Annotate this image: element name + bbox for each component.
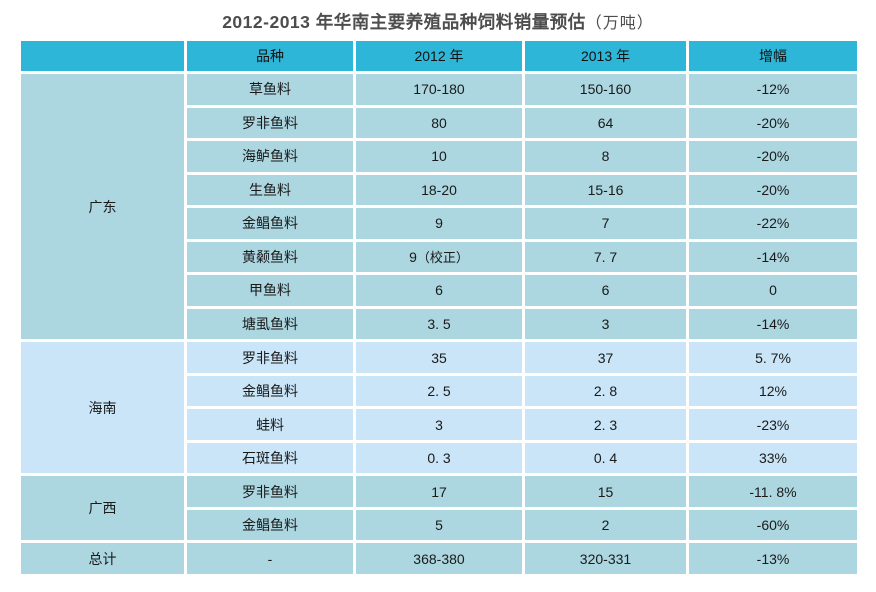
species-cell: 海鲈鱼料: [184, 138, 356, 175]
value-2012-cell: 6: [353, 272, 525, 309]
change-cell: -20%: [686, 138, 860, 175]
table-row: 金鲳鱼料 2. 5 2. 8 12%: [20, 372, 860, 410]
table-title-text: 2012-2013 年华南主要养殖品种饲料销量预估（万吨）: [222, 0, 654, 34]
change-cell: -22%: [686, 205, 860, 242]
table-header: 品种 2012 年 2013 年 增幅: [18, 38, 860, 74]
value-2012-cell: 17: [353, 473, 525, 510]
region-cell: 广东: [18, 70, 187, 343]
species-cell: 蛙料: [184, 406, 356, 443]
change-cell: -14%: [686, 305, 860, 343]
table-row: 罗非鱼料 80 64 -20%: [20, 104, 860, 142]
value-2013-cell: 320-331: [522, 540, 689, 577]
change-cell: -14%: [686, 238, 860, 276]
value-2013-cell: 2. 3: [522, 406, 689, 443]
header-species: 品种: [184, 38, 356, 74]
header-region: [18, 38, 187, 74]
change-cell: 0: [686, 272, 860, 309]
value-2012-cell: 35: [353, 339, 525, 376]
value-2012-cell: 3. 5: [353, 305, 525, 343]
table-row: 广东 草鱼料 170-180 150-160 -12%: [18, 70, 860, 343]
value-2012-cell: 9: [353, 205, 525, 242]
species-cell: 金鲳鱼料: [184, 205, 356, 242]
table-row: 生鱼料 18-20 15-16 -20%: [20, 171, 860, 209]
value-2012-cell: 9（校正）: [353, 238, 525, 276]
value-2013-cell: 15: [522, 473, 689, 510]
table-row: 塘虱鱼料 3. 5 3 -14%: [20, 305, 860, 343]
region-cell: 海南: [18, 339, 187, 477]
species-cell: 罗非鱼料: [184, 339, 356, 376]
title-main-text: 2012-2013 年华南主要养殖品种饲料销量预估: [222, 12, 586, 32]
table-row: 金鲳鱼料 9 7 -22%: [20, 205, 860, 242]
value-2013-cell: 15-16: [522, 171, 689, 209]
species-cell: 甲鱼料: [184, 272, 356, 309]
header-2013: 2013 年: [522, 38, 689, 74]
change-cell: -20%: [686, 104, 860, 142]
region-cell: 广西: [18, 473, 187, 544]
species-cell: 草鱼料: [184, 71, 356, 108]
species-cell: 罗非鱼料: [184, 473, 356, 510]
change-cell: -60%: [686, 506, 860, 544]
species-cell: 黄颡鱼料: [184, 238, 356, 276]
change-cell: -20%: [686, 171, 860, 209]
table-row: 海鲈鱼料 10 8 -20%: [20, 138, 860, 175]
title-unit-text: （万吨）: [585, 13, 654, 32]
value-2012-cell: 10: [353, 138, 525, 175]
value-2013-cell: 6: [522, 272, 689, 309]
table-row: 广西 罗非鱼料 17 15 -11. 8%: [18, 473, 860, 544]
table-row: 蛙料 3 2. 3 -23%: [20, 406, 860, 443]
change-cell: 12%: [686, 372, 860, 410]
value-2012-cell: 0. 3: [353, 439, 525, 477]
header-row: 品种 2012 年 2013 年 增幅: [18, 38, 860, 74]
value-2013-cell: 7. 7: [522, 238, 689, 276]
species-cell: 罗非鱼料: [184, 104, 356, 142]
table-row: 黄颡鱼料 9（校正） 7. 7 -14%: [20, 238, 860, 276]
table-row: 总计 -368-380 320-331 -13%: [18, 540, 860, 577]
value-2013-cell: 0. 4: [522, 439, 689, 477]
value-2013-cell: 2: [522, 506, 689, 544]
species-cell: 石斑鱼料: [184, 439, 356, 477]
value-2012-cell: 3: [353, 406, 525, 443]
value-2012-cell: 170-180: [353, 71, 525, 108]
table-body: 广东 草鱼料 170-180 150-160 -12% 罗非鱼料 80 64 -20% 海鲈鱼料 1…: [18, 70, 860, 577]
change-cell: -13%: [686, 540, 860, 577]
species-cell: 生鱼料: [184, 171, 356, 209]
table-row: 金鲳鱼料 5 2 -60%: [20, 506, 860, 544]
header-change: 增幅: [686, 38, 860, 74]
value-2013-cell: 3: [522, 305, 689, 343]
correction-note: （校正）: [416, 251, 469, 267]
change-cell: -11. 8%: [686, 473, 860, 510]
feed-sales-table: 品种 2012 年 2013 年 增幅 广东 草鱼料 170-180 150-160-…: [18, 38, 860, 577]
value-2012-cell: 2. 5: [353, 372, 525, 410]
change-cell: 5. 7%: [686, 339, 860, 376]
table-title: 2012-2013 年华南主要养殖品种饲料销量预估（万吨）: [0, 0, 876, 38]
value-2012-cell: 5: [353, 506, 525, 544]
value-2013-cell: 150-160: [522, 71, 689, 108]
species-cell: 金鲳鱼料: [184, 506, 356, 544]
species-cell: 金鲳鱼料: [184, 372, 356, 410]
value-2013-cell: 8: [522, 138, 689, 175]
value-2013-cell: 2. 8: [522, 372, 689, 410]
value-2012-cell: 18-20: [353, 171, 525, 209]
table-row: 海南 罗非鱼料 35 37 5. 7%: [18, 339, 860, 477]
value-2013-cell: 37: [522, 339, 689, 376]
value-2013-cell: 7: [522, 205, 689, 242]
species-cell: 塘虱鱼料: [184, 305, 356, 343]
species-cell: -: [184, 540, 356, 577]
table-row: 石斑鱼料 0. 3 0. 4 33%: [20, 439, 860, 477]
header-2012: 2012 年: [353, 38, 525, 74]
value-2013-cell: 64: [522, 104, 689, 142]
change-cell: -12%: [686, 71, 860, 108]
value-2012-cell: 80: [353, 104, 525, 142]
change-cell: 33%: [686, 439, 860, 477]
change-cell: -23%: [686, 406, 860, 443]
table-row: 甲鱼料 6 6 0: [20, 272, 860, 309]
value-2012-cell: 368-380: [353, 540, 525, 577]
region-cell: 总计: [18, 540, 187, 577]
